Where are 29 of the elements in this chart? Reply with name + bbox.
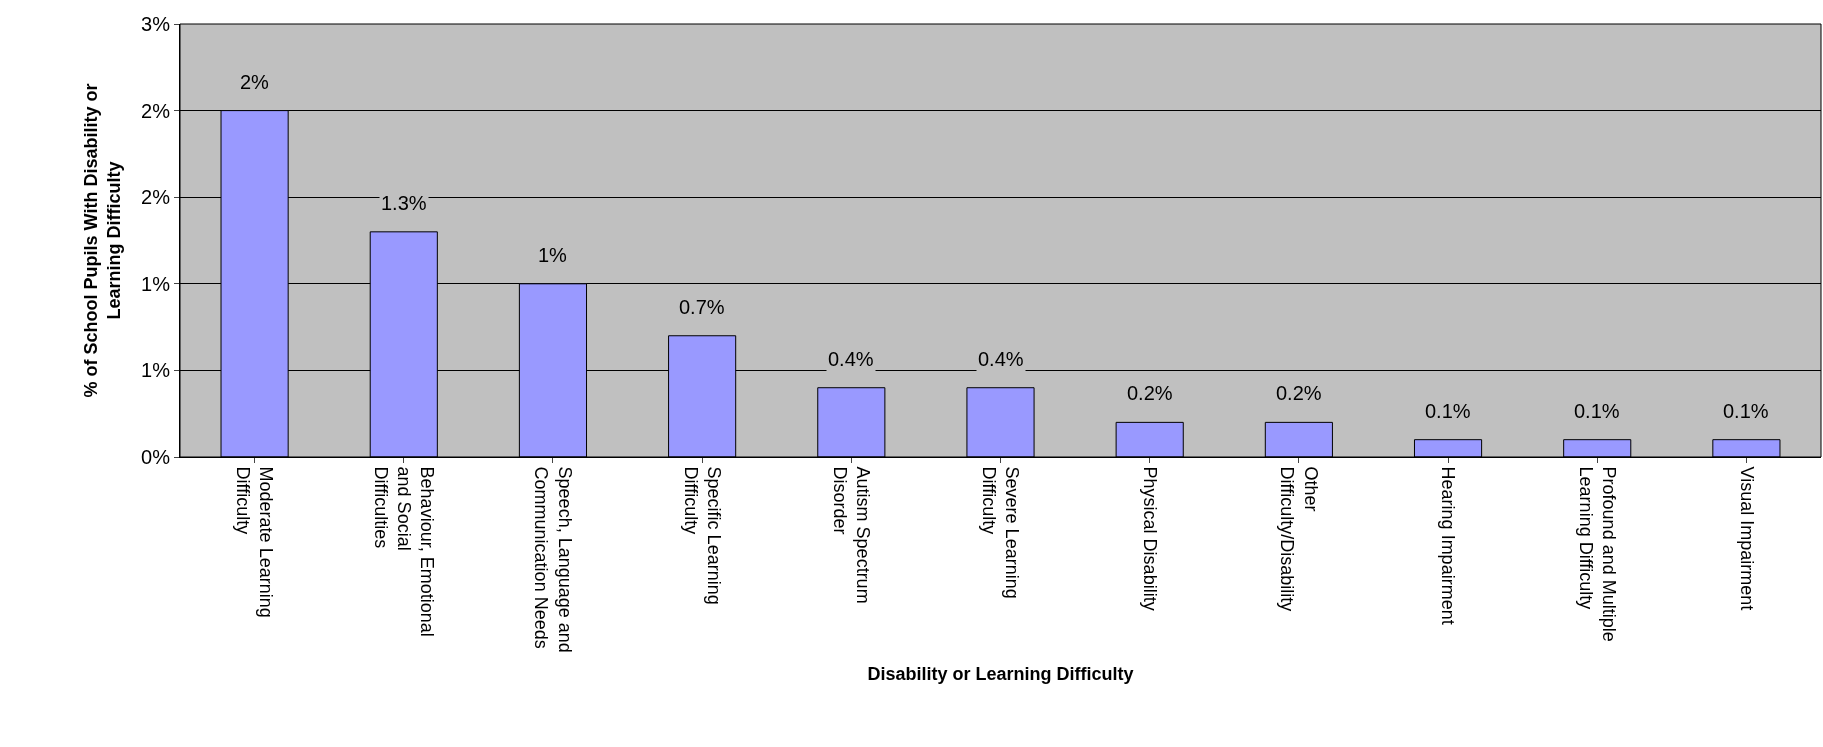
data-label: 0.4% [828,348,874,370]
y-tick-label: 1% [141,272,171,295]
x-tick-label: Hearing Impairment [1438,466,1459,625]
data-label: 0.1% [1723,400,1769,422]
data-label: 0.1% [1425,400,1471,422]
data-label: 1% [538,244,568,266]
data-label: 0.4% [978,348,1024,370]
data-label: 0.2% [1127,382,1173,404]
data-label: 2% [240,71,270,93]
y-tick-label: 1% [141,359,171,382]
data-label: 0.7% [679,296,725,318]
x-tick-label: Profound and Multiple Learning Difficulty [1575,466,1620,642]
x-tick-label: Moderate Learning Difficulty [233,466,277,618]
x-axis-title: Disability or Learning Difficulty [867,663,1134,684]
data-label: 0.1% [1574,400,1620,422]
data-label: 1.3% [381,192,427,214]
x-tick-label: Severe Learning Difficulty [978,466,1023,599]
x-tick-label: Other Difficulty/Disability [1277,466,1321,612]
x-tick-label: Specific Learning Difficulty [680,466,724,605]
y-axis-title: % of School Pupils With Disability or Learning Difficulty [80,83,125,398]
x-tick-label: Visual Impairment [1736,466,1757,611]
y-tick-label: 2% [141,186,171,209]
x-tick-label: Behaviour, Emotional and Social Difficulties [370,466,438,637]
data-label: 0.2% [1276,382,1322,404]
y-tick-label: 0% [141,446,171,468]
y-tick-label: 3% [141,13,171,35]
x-tick-label: Autism Spectrum Disorder [829,466,874,604]
x-tick-label: Physical Disability [1139,466,1160,611]
y-tick-label: 2% [141,99,171,122]
